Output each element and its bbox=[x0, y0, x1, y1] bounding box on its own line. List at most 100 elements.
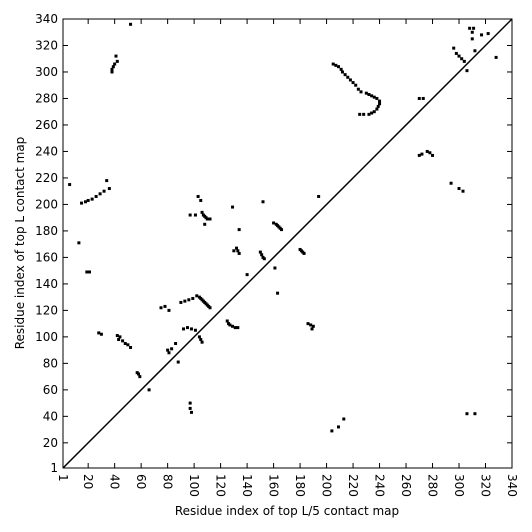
contact-point bbox=[97, 331, 101, 335]
contact-point bbox=[454, 51, 458, 55]
contact-point bbox=[170, 347, 174, 351]
contact-point bbox=[208, 217, 212, 221]
contact-point bbox=[420, 152, 424, 156]
contact-point bbox=[331, 62, 335, 66]
contact-point bbox=[346, 75, 350, 79]
y-tick-label: 240 bbox=[35, 144, 58, 158]
contact-point bbox=[77, 241, 81, 245]
contact-point bbox=[237, 251, 241, 255]
contact-point bbox=[236, 326, 240, 330]
y-tick-label: 1 bbox=[50, 461, 58, 475]
contact-point bbox=[90, 197, 94, 201]
x-tick-label: 180 bbox=[293, 474, 307, 497]
contact-point bbox=[94, 194, 98, 198]
contact-point bbox=[461, 189, 465, 193]
contact-point bbox=[191, 296, 195, 300]
plot-frame bbox=[62, 18, 513, 469]
contact-point bbox=[473, 49, 477, 53]
contact-point bbox=[343, 73, 347, 77]
contact-point bbox=[465, 412, 469, 416]
x-tick-label: 1 bbox=[56, 474, 70, 482]
contact-point bbox=[113, 62, 117, 66]
x-tick-label: 200 bbox=[320, 474, 334, 497]
y-tick-label: 140 bbox=[35, 277, 58, 291]
contact-point bbox=[339, 67, 343, 71]
contact-point bbox=[231, 324, 235, 328]
contact-point bbox=[358, 112, 362, 116]
contact-point bbox=[372, 95, 376, 99]
x-tick-label: 240 bbox=[373, 474, 387, 497]
contact-point bbox=[364, 91, 368, 95]
contact-point bbox=[225, 319, 229, 323]
contact-point bbox=[232, 249, 236, 253]
contact-point bbox=[118, 335, 122, 339]
y-tick-label: 160 bbox=[35, 250, 58, 264]
contact-point bbox=[462, 59, 466, 63]
contact-point bbox=[138, 375, 142, 379]
contact-point bbox=[465, 69, 469, 73]
contact-point bbox=[166, 348, 170, 352]
contact-point bbox=[203, 222, 207, 226]
y-tick-label: 40 bbox=[43, 409, 58, 423]
contact-point bbox=[231, 205, 235, 209]
contact-point bbox=[486, 32, 490, 36]
contact-point bbox=[179, 300, 183, 304]
contact-point bbox=[188, 401, 192, 405]
contact-point bbox=[470, 30, 474, 34]
contact-point bbox=[176, 360, 180, 364]
contact-point bbox=[473, 412, 477, 416]
contact-point bbox=[302, 251, 306, 255]
contact-point bbox=[317, 194, 321, 198]
diagonal bbox=[62, 18, 513, 469]
x-tick-label: 140 bbox=[240, 474, 254, 497]
contact-point bbox=[449, 181, 453, 185]
contact-point bbox=[195, 294, 199, 298]
y-tick-label: 120 bbox=[35, 303, 58, 317]
x-tick-label: 120 bbox=[214, 474, 228, 497]
contact-point bbox=[457, 187, 461, 191]
contact-point bbox=[233, 326, 237, 330]
contact-point bbox=[480, 33, 484, 37]
contact-point bbox=[208, 306, 212, 310]
contact-point bbox=[421, 96, 425, 100]
contact-point bbox=[110, 67, 114, 71]
x-tick-label: 40 bbox=[108, 474, 122, 489]
contact-point bbox=[428, 151, 432, 155]
contact-point bbox=[200, 340, 204, 344]
contact-point bbox=[280, 228, 284, 232]
contact-point bbox=[452, 46, 456, 50]
contact-point bbox=[87, 270, 91, 274]
contact-point bbox=[311, 324, 315, 328]
contact-point bbox=[425, 149, 429, 153]
y-tick-label: 300 bbox=[35, 65, 58, 79]
contact-point bbox=[102, 189, 106, 193]
contact-point bbox=[330, 429, 334, 433]
contact-point bbox=[85, 270, 89, 274]
y-tick-label: 340 bbox=[35, 12, 58, 26]
contact-point bbox=[272, 221, 276, 225]
contact-point bbox=[117, 338, 121, 342]
y-tick-label: 100 bbox=[35, 330, 58, 344]
contact-point bbox=[107, 187, 111, 191]
contact-point bbox=[342, 417, 346, 421]
contact-point bbox=[126, 343, 130, 347]
contact-point bbox=[235, 246, 239, 250]
contact-point bbox=[309, 323, 313, 327]
contact-point bbox=[186, 326, 190, 330]
contact-point bbox=[188, 406, 192, 410]
contact-point bbox=[417, 153, 421, 157]
y-tick-label: 80 bbox=[43, 356, 58, 370]
contact-point bbox=[378, 99, 382, 103]
contact-point bbox=[183, 299, 187, 303]
contact-point bbox=[372, 110, 376, 114]
contact-point bbox=[193, 328, 197, 332]
contact-point bbox=[115, 334, 119, 338]
contact-point bbox=[110, 70, 114, 74]
contact-point bbox=[375, 96, 379, 100]
contact-point bbox=[135, 371, 139, 375]
contact-point bbox=[378, 102, 382, 106]
contact-point bbox=[273, 266, 277, 270]
contact-point bbox=[262, 257, 266, 261]
